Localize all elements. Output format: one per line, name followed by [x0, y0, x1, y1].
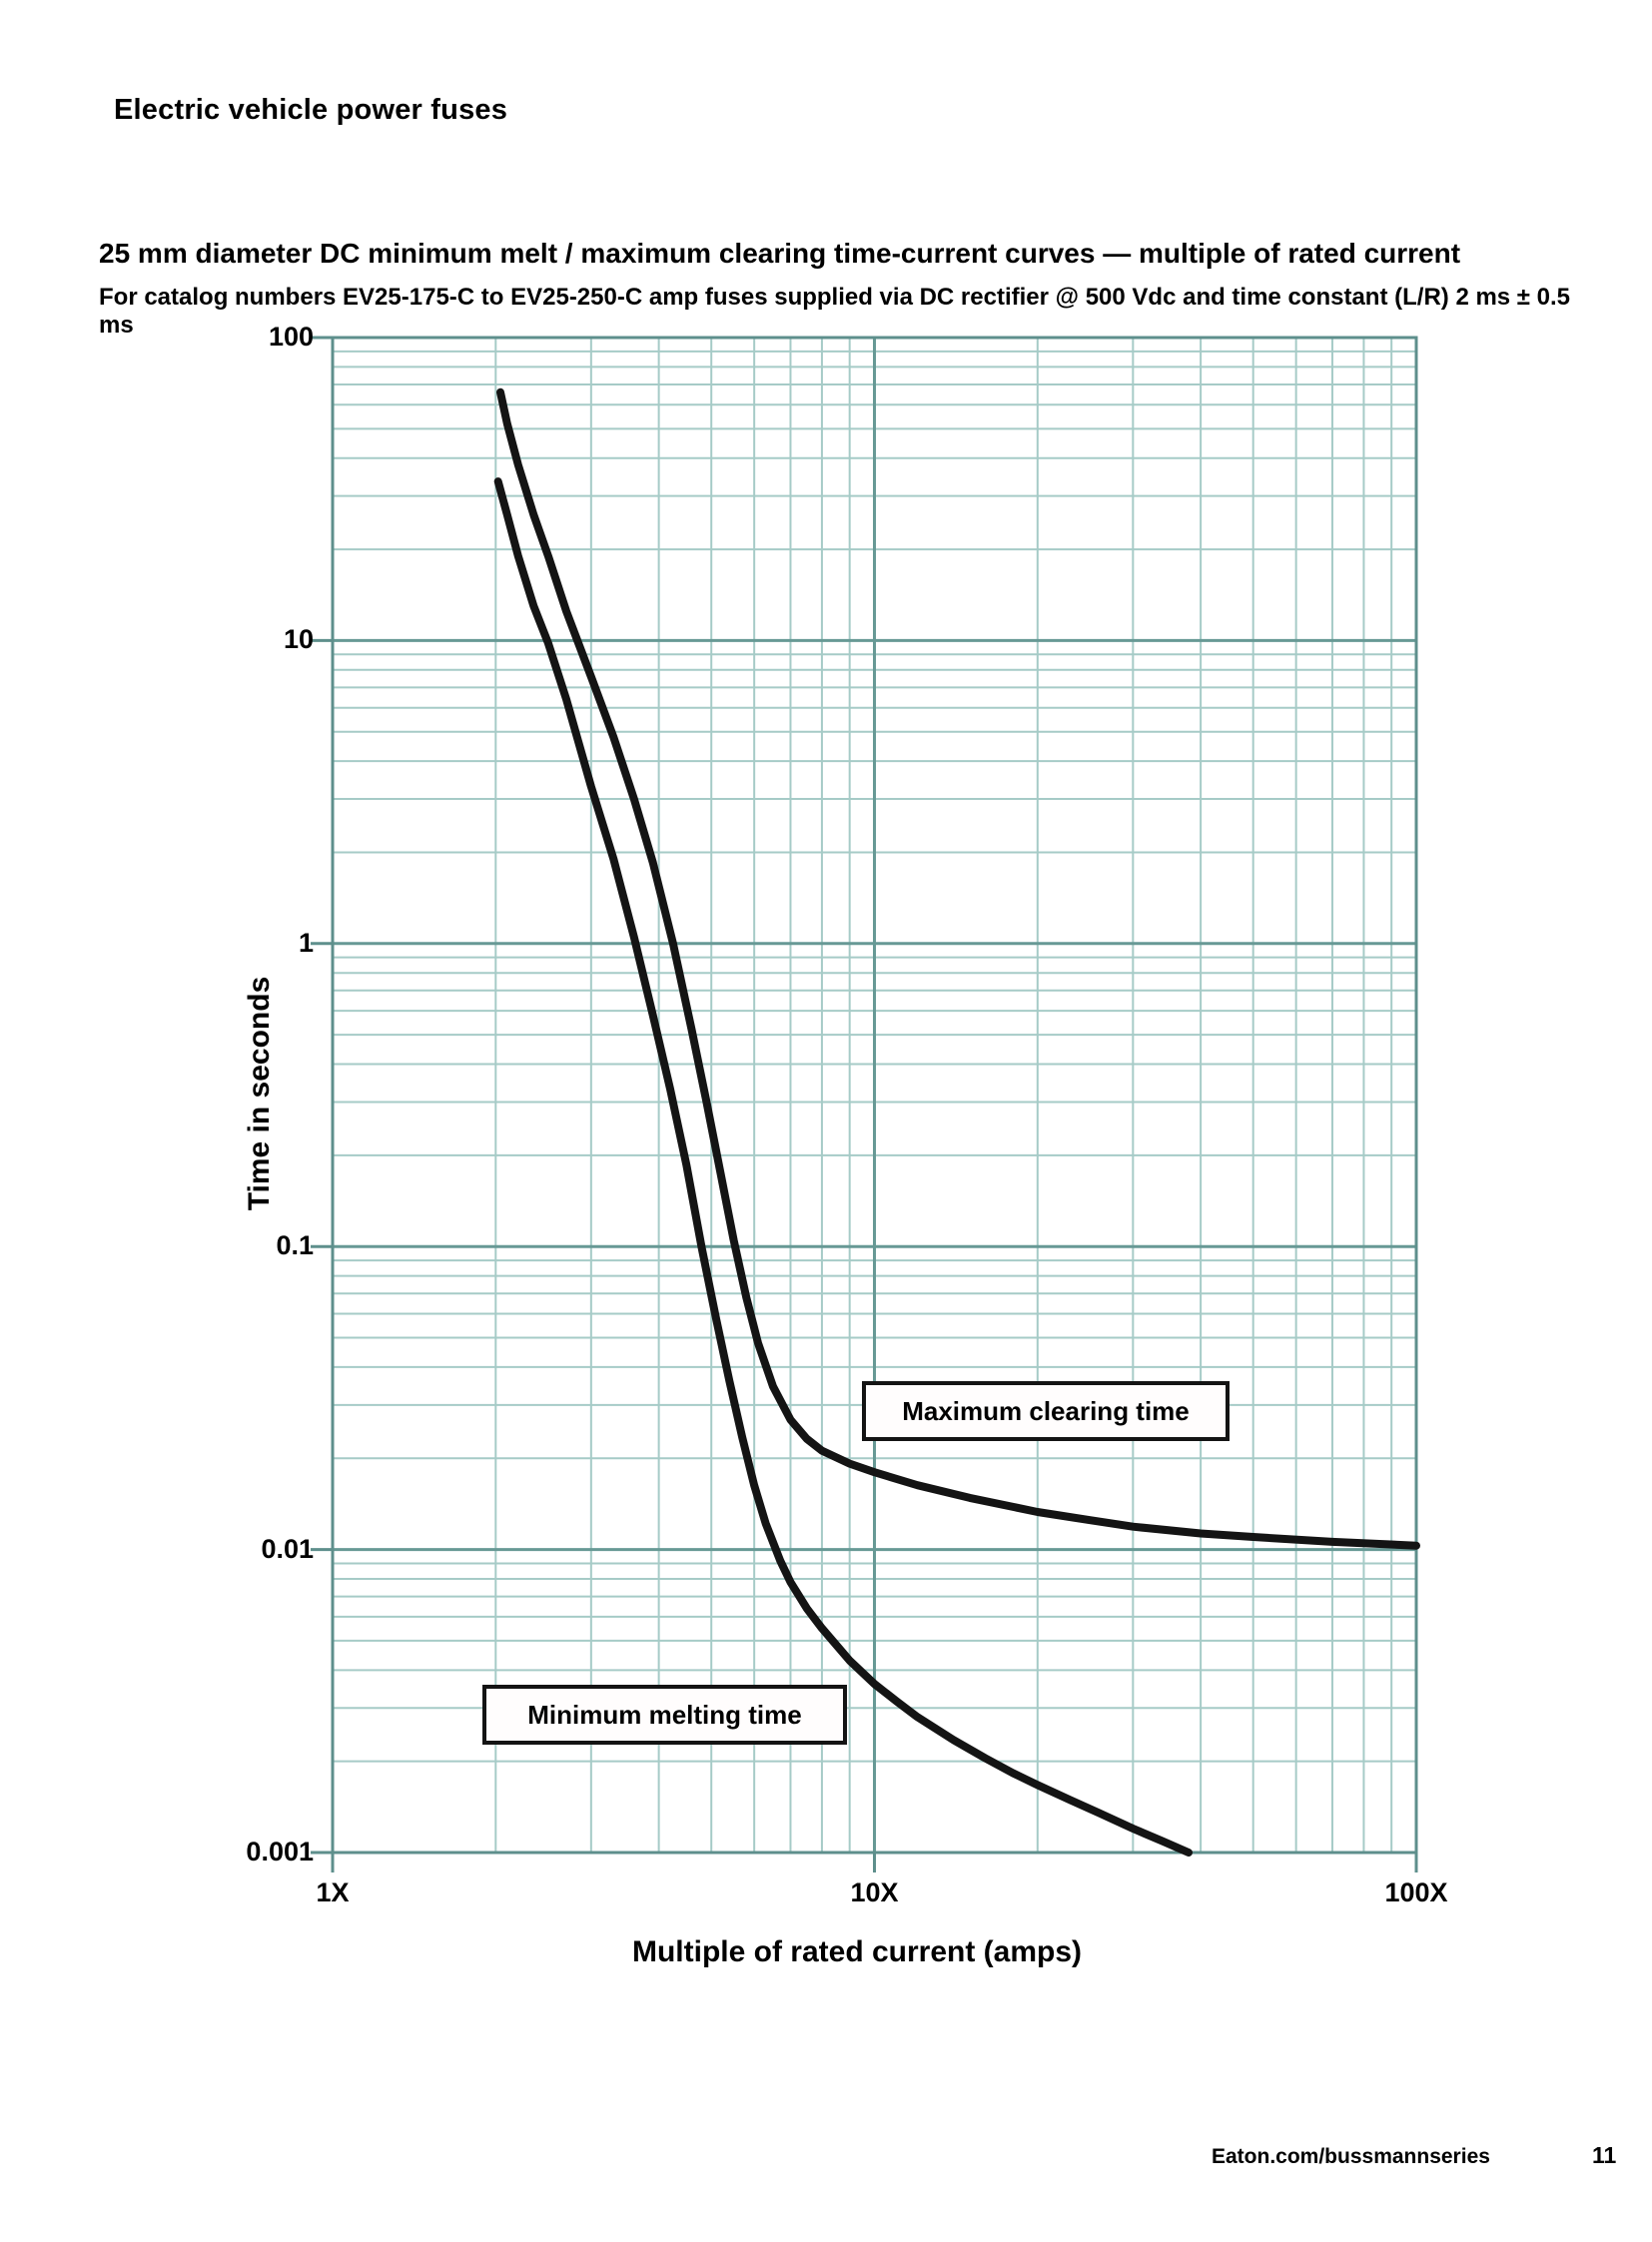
curve-maximum-clearing-time — [496, 387, 1420, 1550]
footer-page-number: 11 — [1592, 2142, 1617, 2168]
chart-subtitle: For catalog numbers EV25-175-C to EV25-2… — [99, 284, 1571, 339]
max-clearing-time-label: Maximum clearing time — [902, 1395, 1190, 1426]
chart-title: 25 mm diameter DC minimum melt / maximum… — [99, 238, 1461, 269]
max-clearing-time-label-box: Maximum clearing time — [862, 1381, 1230, 1441]
min-melting-time-label: Minimum melting time — [527, 1699, 802, 1730]
y-tick-label: 0.1 — [276, 1230, 314, 1261]
y-tick-label: 10 — [283, 624, 314, 655]
page-header: Electric vehicle power fuses — [114, 94, 508, 126]
y-axis-title: Time in seconds — [243, 976, 276, 1211]
y-tick-label: 0.01 — [261, 1533, 314, 1564]
x-tick-label: 10X — [850, 1877, 899, 1907]
footer-website-link: Eaton.com/bussmannseries — [1212, 2145, 1490, 2168]
y-tick-label: 0.001 — [246, 1837, 314, 1867]
curve-minimum-melting-time — [493, 477, 1193, 1857]
x-axis-title: Multiple of rated current (amps) — [631, 1935, 1083, 1968]
min-melting-time-label-box: Minimum melting time — [482, 1685, 847, 1745]
y-tick-label: 100 — [268, 322, 314, 352]
y-tick-label: 1 — [298, 927, 314, 958]
x-tick-label: 100X — [1384, 1877, 1448, 1907]
x-tick-label: 1X — [316, 1877, 350, 1907]
